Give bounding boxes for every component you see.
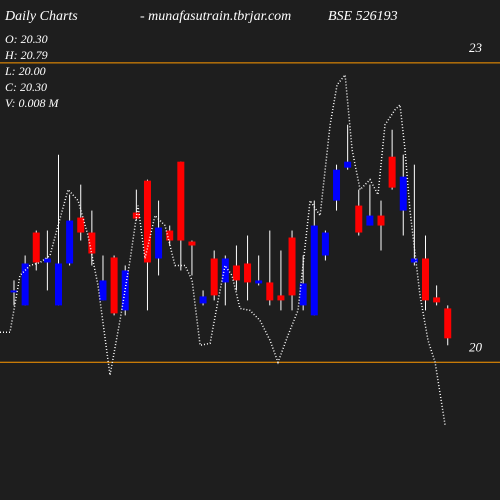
candle-body (255, 280, 263, 284)
site-name: - munafasutrain.tbrjar.com (140, 9, 291, 24)
candle-body (366, 215, 374, 226)
candle-body (54, 263, 62, 306)
ohlc-info: C: 20.30 (5, 80, 47, 94)
ohlc-info: H: 20.79 (4, 48, 48, 62)
candle-body (88, 232, 96, 254)
candle-body (77, 217, 85, 233)
candle-body (10, 290, 18, 293)
candle-body (321, 232, 329, 256)
candle-body (266, 282, 274, 301)
y-tick-label: 23 (469, 40, 483, 55)
candle-body (244, 263, 252, 283)
symbol: BSE 526193 (328, 9, 398, 24)
candle-body (288, 237, 296, 296)
ohlc-info: O: 20.30 (5, 32, 48, 46)
candle-body (177, 161, 185, 241)
candle-body (99, 280, 107, 301)
candle-body (355, 205, 363, 233)
ohlc-info: V: 0.008 M (5, 96, 60, 110)
candle-body (333, 169, 341, 201)
candle-body (43, 258, 51, 263)
candle-body (132, 212, 140, 219)
candle-body (399, 176, 407, 211)
candle-body (444, 308, 452, 339)
candle-body (121, 270, 129, 311)
candle-body (410, 258, 418, 263)
candle-body (377, 215, 385, 226)
candle-body (166, 230, 174, 241)
y-tick-label: 20 (469, 339, 483, 354)
candle-body (210, 258, 218, 296)
candle-body (66, 220, 74, 264)
candle-body (110, 257, 118, 314)
candle-body (199, 296, 207, 304)
candle-body (388, 156, 396, 188)
candle-body (344, 161, 352, 168)
candle-body (433, 297, 441, 303)
candle-body (143, 180, 151, 263)
candle-body (188, 241, 196, 246)
candle-body (277, 295, 285, 301)
chart-title: Daily Charts (4, 9, 78, 24)
candle-body (310, 225, 318, 316)
candle-body (421, 258, 429, 301)
candle-body (32, 232, 40, 263)
candle-body (21, 263, 29, 306)
candle-body (232, 265, 240, 281)
ohlc-info: L: 20.00 (4, 64, 46, 78)
candle-body (155, 227, 163, 259)
candle-body (299, 283, 307, 306)
candle-body (221, 258, 229, 283)
